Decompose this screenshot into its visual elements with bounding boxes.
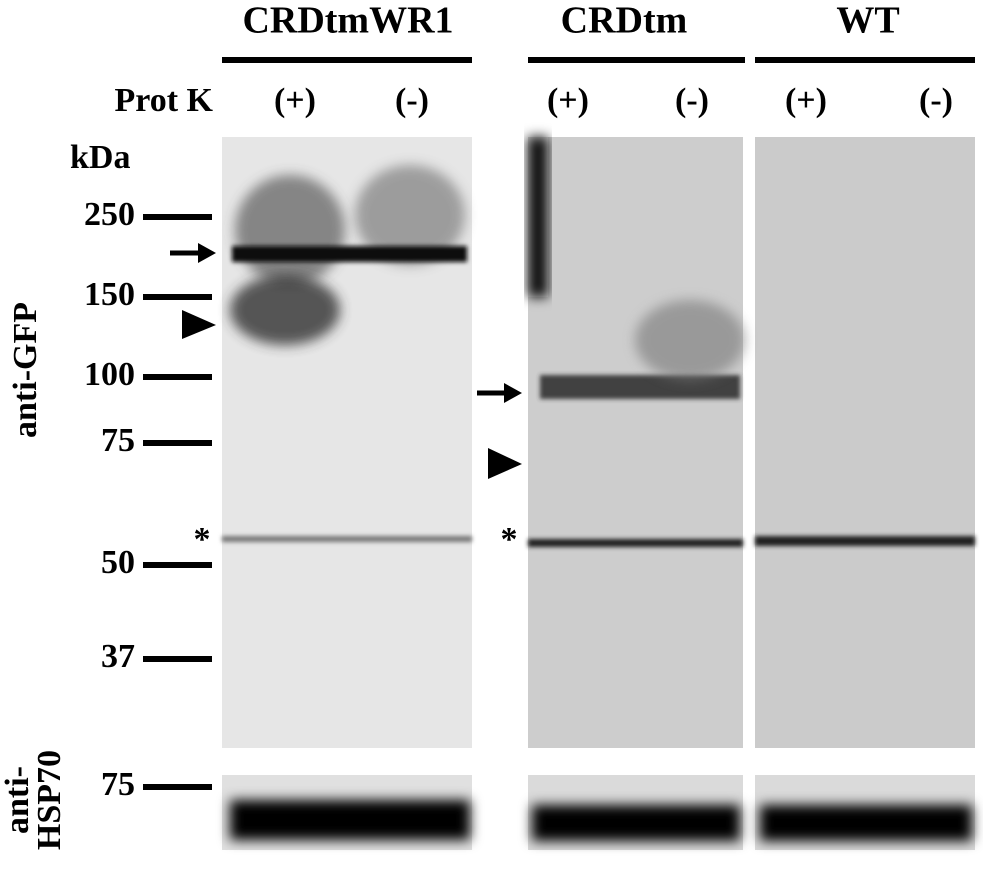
hsp70-blots <box>222 775 975 850</box>
lane-label: (-) <box>675 82 709 119</box>
blot-panel <box>528 137 743 748</box>
lane-label: (+) <box>274 82 316 119</box>
gfp-blots <box>222 137 975 748</box>
marker-label: 150 <box>84 276 135 313</box>
lane-label: (+) <box>547 82 589 119</box>
lane-label: (-) <box>395 82 429 119</box>
unit-label: kDa <box>70 139 130 176</box>
group-label: WT <box>836 0 899 42</box>
marker-label: 75 <box>101 422 135 459</box>
marker-labels: 250 150 100 75 50 37 75 <box>84 196 135 803</box>
marker-label: 50 <box>101 544 135 581</box>
blot-panel <box>755 137 975 748</box>
row-label: Prot K <box>114 82 213 119</box>
asterisk: * <box>501 521 518 558</box>
antibody-label: anti- <box>0 766 36 834</box>
lane-label: (-) <box>919 82 953 119</box>
band-indicators <box>170 243 522 479</box>
lane-label: (+) <box>785 82 827 119</box>
asterisk: * <box>194 521 211 558</box>
antibody-label: anti-GFP <box>7 302 44 438</box>
group-label: CRDtmWR1 <box>242 0 453 42</box>
marker-label: 75 <box>101 766 135 803</box>
marker-lines <box>143 214 212 790</box>
group-label: CRDtm <box>561 0 688 42</box>
antibody-label: HSP70 <box>31 750 68 850</box>
marker-label: 100 <box>84 356 135 393</box>
marker-label: 37 <box>101 638 135 675</box>
marker-label: 250 <box>84 196 135 233</box>
